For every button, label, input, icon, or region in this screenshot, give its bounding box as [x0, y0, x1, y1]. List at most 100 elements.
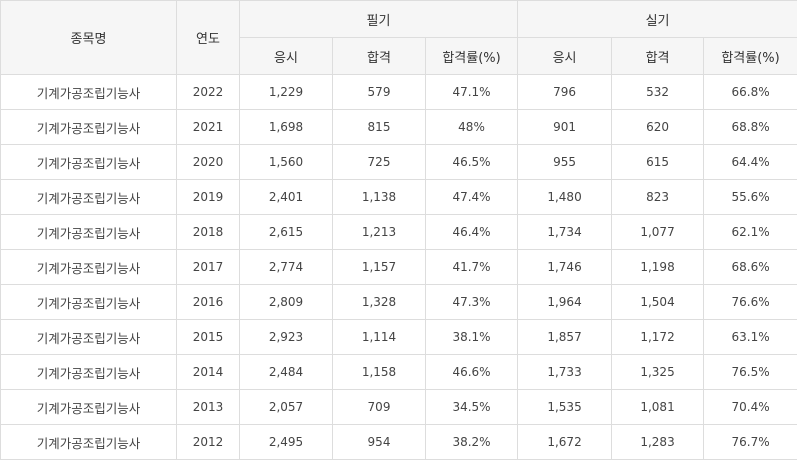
cell-practical-passed: 620: [611, 109, 705, 145]
cell-practical-rate: 68.8%: [703, 109, 797, 145]
header-written-rate: 합격률(%): [424, 37, 519, 75]
cell-year: 2021: [176, 109, 240, 145]
cell-written-applicants: 2,923: [239, 319, 333, 355]
cell-practical-rate: 70.4%: [703, 389, 797, 425]
cell-practical-applicants: 1,746: [517, 249, 613, 285]
cell-name: 기계가공조립기능사: [0, 389, 177, 425]
cell-name: 기계가공조립기능사: [0, 354, 177, 390]
header-written-applicants: 응시: [239, 37, 333, 75]
cell-practical-applicants: 796: [517, 74, 613, 110]
header-practical-rate: 합격률(%): [703, 37, 797, 75]
table-row: 기계가공조립기능사 2016 2,809 1,328 47.3% 1,964 1,504 76…: [0, 284, 797, 320]
cell-practical-passed: 615: [611, 144, 705, 180]
cell-written-passed: 1,213: [332, 214, 426, 250]
cell-practical-passed: 1,172: [611, 319, 705, 355]
cell-name: 기계가공조립기능사: [0, 109, 177, 145]
cell-practical-applicants: 1,857: [517, 319, 613, 355]
cell-practical-applicants: 1,733: [517, 354, 613, 390]
cell-year: 2019: [176, 179, 240, 215]
cell-practical-rate: 66.8%: [703, 74, 797, 110]
cell-practical-rate: 76.7%: [703, 424, 797, 460]
cell-practical-applicants: 1,734: [517, 214, 613, 250]
table-header: 종목명 연도 필기 실기 응시 합격 합격률(%) 응시 합격 합격률(%): [0, 0, 797, 75]
table-row: 기계가공조립기능사 2018 2,615 1,213 46.4% 1,734 1,077 62…: [0, 214, 797, 250]
table-row: 기계가공조립기능사 2013 2,057 709 34.5% 1,535 1,081 70.4…: [0, 389, 797, 425]
cell-written-applicants: 2,809: [239, 284, 333, 320]
cell-written-passed: 1,328: [332, 284, 426, 320]
cell-practical-rate: 55.6%: [703, 179, 797, 215]
cell-written-applicants: 1,560: [239, 144, 333, 180]
cell-written-passed: 815: [332, 109, 426, 145]
table-row: 기계가공조립기능사 2019 2,401 1,138 47.4% 1,480 823 55.6…: [0, 179, 797, 215]
table-row: 기계가공조립기능사 2015 2,923 1,114 38.1% 1,857 1,172 63…: [0, 319, 797, 355]
table-body: 기계가공조립기능사 2022 1,229 579 47.1% 796 532 66.8% 기계가…: [0, 74, 797, 460]
cell-written-rate: 47.4%: [424, 179, 519, 215]
cell-written-passed: 1,158: [332, 354, 426, 390]
cell-written-passed: 954: [332, 424, 426, 460]
header-practical-applicants: 응시: [517, 37, 613, 75]
cell-written-applicants: 2,774: [239, 249, 333, 285]
cell-written-applicants: 2,495: [239, 424, 333, 460]
header-group-practical: 실기: [517, 0, 797, 38]
table-row: 기계가공조립기능사 2014 2,484 1,158 46.6% 1,733 1,325 76…: [0, 354, 797, 390]
cell-written-rate: 41.7%: [424, 249, 519, 285]
cell-year: 2012: [176, 424, 240, 460]
cell-written-applicants: 1,229: [239, 74, 333, 110]
cell-practical-passed: 1,081: [611, 389, 705, 425]
cell-written-rate: 46.4%: [424, 214, 519, 250]
cell-year: 2017: [176, 249, 240, 285]
header-name: 종목명: [0, 0, 177, 75]
cell-practical-passed: 1,325: [611, 354, 705, 390]
cell-practical-applicants: 1,672: [517, 424, 613, 460]
cell-written-applicants: 1,698: [239, 109, 333, 145]
cell-practical-rate: 68.6%: [703, 249, 797, 285]
cell-year: 2014: [176, 354, 240, 390]
cell-practical-applicants: 1,480: [517, 179, 613, 215]
cell-written-passed: 725: [332, 144, 426, 180]
cell-practical-rate: 76.5%: [703, 354, 797, 390]
cell-year: 2015: [176, 319, 240, 355]
cell-name: 기계가공조립기능사: [0, 179, 177, 215]
cell-practical-passed: 1,077: [611, 214, 705, 250]
cell-practical-passed: 1,198: [611, 249, 705, 285]
table-row: 기계가공조립기능사 2017 2,774 1,157 41.7% 1,746 1,198 68…: [0, 249, 797, 285]
table-row: 기계가공조립기능사 2021 1,698 815 48% 901 620 68.8%: [0, 109, 797, 145]
cell-written-rate: 38.1%: [424, 319, 519, 355]
cell-written-passed: 1,138: [332, 179, 426, 215]
cell-written-applicants: 2,615: [239, 214, 333, 250]
cell-name: 기계가공조립기능사: [0, 144, 177, 180]
cell-written-rate: 38.2%: [424, 424, 519, 460]
table-row: 기계가공조립기능사 2020 1,560 725 46.5% 955 615 64.4%: [0, 144, 797, 180]
cell-year: 2022: [176, 74, 240, 110]
cell-name: 기계가공조립기능사: [0, 249, 177, 285]
cell-written-applicants: 2,057: [239, 389, 333, 425]
header-year: 연도: [176, 0, 240, 75]
cell-practical-passed: 1,504: [611, 284, 705, 320]
cell-practical-rate: 76.6%: [703, 284, 797, 320]
cell-written-passed: 709: [332, 389, 426, 425]
header-group-written: 필기: [238, 0, 519, 38]
cell-written-rate: 34.5%: [424, 389, 519, 425]
cell-practical-applicants: 1,964: [517, 284, 613, 320]
cell-practical-rate: 63.1%: [703, 319, 797, 355]
cell-written-rate: 46.6%: [424, 354, 519, 390]
header-practical-passed: 합격: [611, 37, 705, 75]
cell-name: 기계가공조립기능사: [0, 319, 177, 355]
cell-practical-applicants: 1,535: [517, 389, 613, 425]
table-row: 기계가공조립기능사 2012 2,495 954 38.2% 1,672 1,283 76.7…: [0, 424, 797, 460]
cell-written-applicants: 2,401: [239, 179, 333, 215]
cell-practical-passed: 1,283: [611, 424, 705, 460]
cell-written-rate: 46.5%: [424, 144, 519, 180]
cell-written-passed: 1,114: [332, 319, 426, 355]
cell-practical-passed: 823: [611, 179, 705, 215]
table-row: 기계가공조립기능사 2022 1,229 579 47.1% 796 532 66.8%: [0, 74, 797, 110]
cell-year: 2016: [176, 284, 240, 320]
cell-written-rate: 48%: [424, 109, 519, 145]
cell-written-rate: 47.1%: [424, 74, 519, 110]
cell-year: 2018: [176, 214, 240, 250]
cell-practical-passed: 532: [611, 74, 705, 110]
cell-name: 기계가공조립기능사: [0, 214, 177, 250]
cell-written-passed: 1,157: [332, 249, 426, 285]
cell-practical-rate: 64.4%: [703, 144, 797, 180]
